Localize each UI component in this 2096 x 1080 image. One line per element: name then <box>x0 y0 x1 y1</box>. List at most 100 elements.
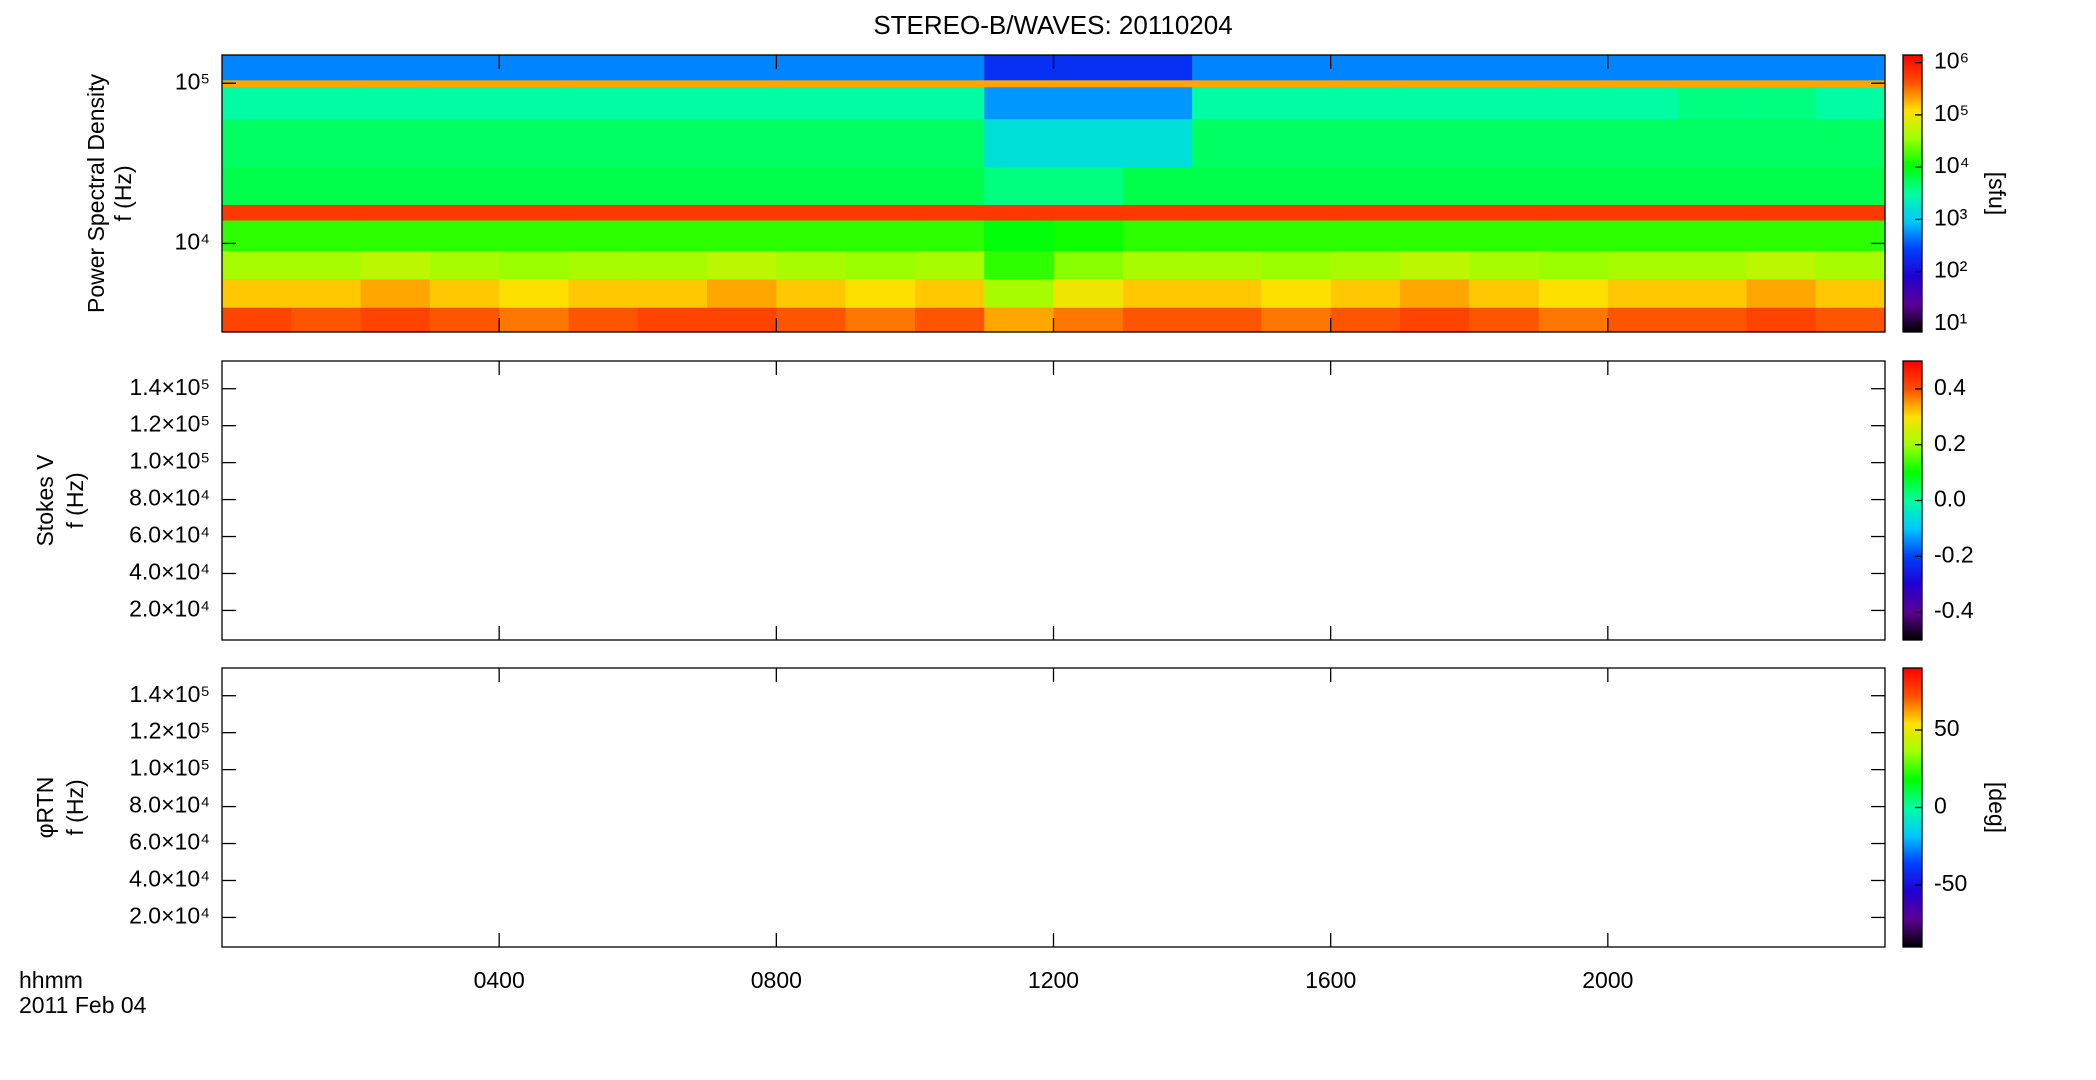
spectrogram-cell <box>914 278 985 308</box>
spectrogram-cell <box>1677 166 1747 205</box>
spectrogram-cell <box>429 166 500 205</box>
spectrogram-cell <box>1607 166 1678 205</box>
spectrogram-cell <box>499 55 569 81</box>
y-axis-label: Power Spectral Density <box>83 73 109 313</box>
spectrogram-cell <box>637 55 708 81</box>
spectrogram-cell <box>1053 118 1124 168</box>
spectrogram-cell <box>1677 86 1747 120</box>
spectrogram-cell <box>222 79 292 88</box>
spectrogram-cell <box>499 166 569 205</box>
spectrogram-cell <box>1538 278 1609 308</box>
y-tick-label: 1.4×10⁵ <box>129 681 210 707</box>
spectrogram-cell <box>707 307 777 333</box>
spectrogram-cell <box>707 278 777 308</box>
spectrogram-cell <box>1122 79 1193 88</box>
spectrogram-cell <box>1469 278 1540 308</box>
spectrogram-cell <box>1192 55 1262 81</box>
colorbar <box>1903 361 1922 640</box>
spectrogram-cell <box>1538 250 1609 280</box>
spectrogram-cell <box>1053 220 1124 252</box>
spectrogram-cell <box>1815 79 1886 88</box>
spectrogram-cell <box>1122 86 1193 120</box>
spectrogram-cell <box>1330 118 1401 168</box>
spectrogram-cell <box>1607 204 1678 221</box>
spectrogram-cell <box>984 166 1054 205</box>
spectrogram-cell <box>1192 118 1262 168</box>
spectrogram-cell <box>1469 55 1540 81</box>
spectrogram-cell <box>1261 166 1332 205</box>
spectrogram-cell <box>1330 278 1401 308</box>
spectrogram-cell <box>1607 278 1678 308</box>
spectrogram-cell <box>914 55 985 81</box>
spectrogram-cell <box>1815 86 1886 120</box>
spectrogram-cell <box>222 278 292 308</box>
spectrogram-cell <box>1746 79 1817 88</box>
spectrogram-cell <box>914 307 985 333</box>
panel-frame <box>221 667 1886 948</box>
y-tick-label: 4.0×10⁴ <box>129 866 210 892</box>
spectrogram-cell <box>1053 166 1124 205</box>
spectrogram-cell <box>1261 79 1332 88</box>
spectrogram-cell <box>914 79 985 88</box>
spectrogram-cell <box>707 250 777 280</box>
spectrogram-cell <box>776 166 847 205</box>
spectrogram-cell <box>429 220 500 252</box>
x-axis-label: 2011 Feb 04 <box>19 992 147 1018</box>
spectrogram-cell <box>1122 220 1193 252</box>
spectrogram-cell <box>1607 250 1678 280</box>
spectrogram-cell <box>429 250 500 280</box>
colorbar-tick-label: 50 <box>1934 715 1960 741</box>
spectrogram-cell <box>984 118 1054 168</box>
colorbar <box>1903 55 1922 332</box>
spectrogram-cell <box>984 220 1054 252</box>
spectrogram-cell <box>429 55 500 81</box>
spectrogram-cell <box>1261 307 1332 333</box>
spectrogram-cell <box>845 250 916 280</box>
spectrogram-cell <box>1192 166 1262 205</box>
spectrogram-cell <box>637 250 708 280</box>
chart-title: STEREO-B/WAVES: 20110204 <box>873 10 1232 40</box>
spectrogram-cell <box>360 55 431 81</box>
spectrogram-cell <box>1192 307 1262 333</box>
spectrogram-cell <box>914 204 985 221</box>
spectrogram-cell <box>1815 55 1886 81</box>
spectrogram-cell <box>1261 250 1332 280</box>
spectrogram-cell <box>1815 166 1886 205</box>
x-tick-label: 2000 <box>1582 967 1633 993</box>
spectrogram-cell <box>568 118 639 168</box>
spectrogram-cell <box>1469 79 1540 88</box>
spectrogram-cell <box>1399 166 1470 205</box>
spectrogram-cell <box>707 118 777 168</box>
spectrogram-cell <box>1261 278 1332 308</box>
spectrogram-cell <box>1607 55 1678 81</box>
spectrogram-cell <box>499 220 569 252</box>
y-tick-label: 1.0×10⁵ <box>129 755 210 781</box>
colorbar-tick-label: 10² <box>1934 257 1968 283</box>
y-tick-label: 1.2×10⁵ <box>129 411 210 437</box>
spectrogram-cell <box>1053 86 1124 120</box>
panel-frame <box>221 360 1886 641</box>
spectrogram-cell <box>776 250 847 280</box>
spectrogram-cell <box>637 220 708 252</box>
spectrogram-cell <box>1192 250 1262 280</box>
spectrogram-cell <box>1261 204 1332 221</box>
spectrogram-cell <box>429 118 500 168</box>
colorbar-tick-label: 10⁴ <box>1934 152 1969 178</box>
spectrogram-cell <box>1607 307 1678 333</box>
colorbar-label: [deg] <box>1984 782 2010 833</box>
spectrogram-cell <box>499 118 569 168</box>
spectrogram-cell <box>707 166 777 205</box>
spectrogram-cell <box>984 204 1054 221</box>
spectrogram-cell <box>1677 55 1747 81</box>
y-axis-label: f (Hz) <box>110 165 136 221</box>
spectrogram-cell <box>568 86 639 120</box>
spectrogram-cell <box>1815 118 1886 168</box>
spectrogram-cell <box>776 79 847 88</box>
spectrogram-cell <box>1677 204 1747 221</box>
spectrogram-cell <box>776 86 847 120</box>
spectrogram-cell <box>845 118 916 168</box>
spectrogram-cell <box>1538 220 1609 252</box>
spectrogram-cell <box>914 220 985 252</box>
colorbar-tick-label: -0.2 <box>1934 541 1974 567</box>
spectrogram-cell <box>1677 250 1747 280</box>
